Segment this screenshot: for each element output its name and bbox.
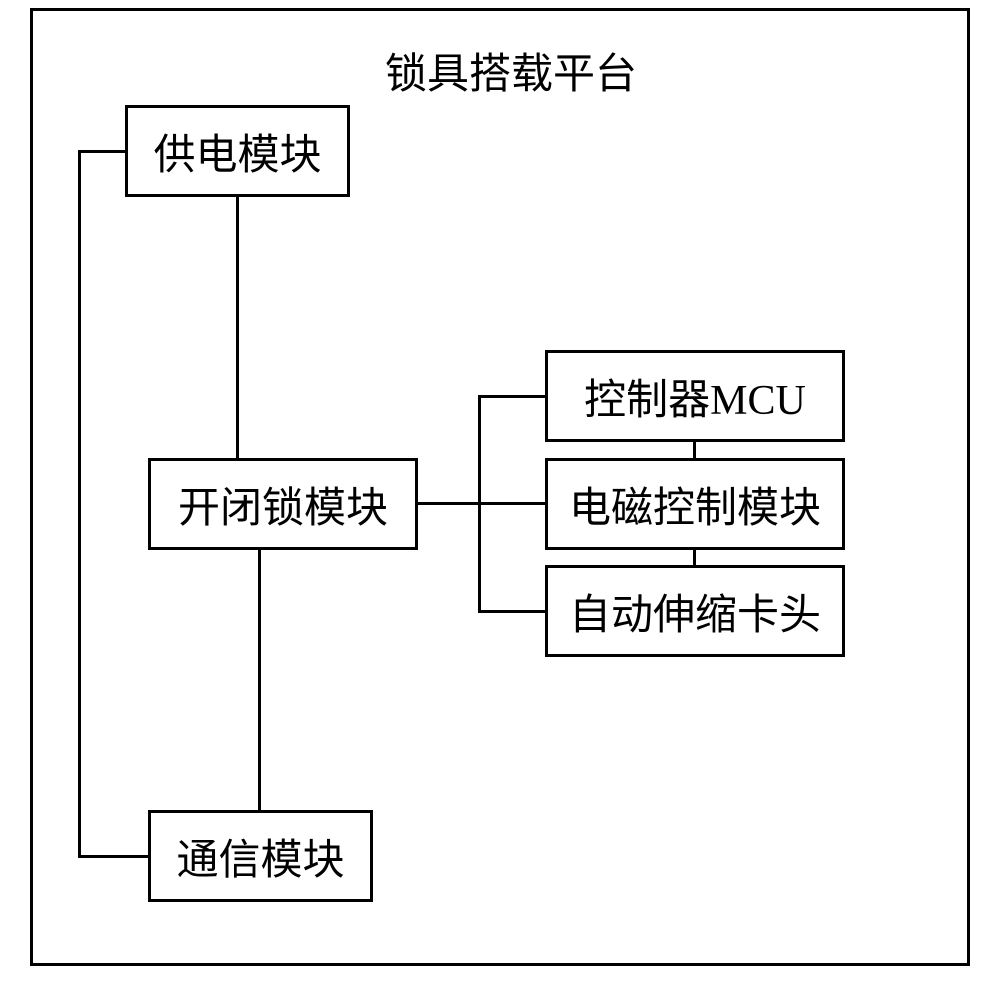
edge-em-chuck	[693, 550, 696, 565]
edge-branch-chuck	[478, 610, 545, 613]
edge-bus-top	[78, 150, 125, 153]
edge-branch-em	[478, 502, 545, 505]
node-label: 控制器MCU	[584, 366, 806, 427]
node-chuck: 自动伸缩卡头	[545, 565, 845, 657]
node-comm: 通信模块	[148, 810, 373, 902]
node-em: 电磁控制模块	[545, 458, 845, 550]
edge-branch-mcu	[478, 395, 545, 398]
edge-lock-stub	[418, 502, 480, 505]
edge-lock-comm	[258, 550, 261, 810]
node-lock: 开闭锁模块	[148, 458, 418, 550]
edge-power-lock	[236, 197, 239, 458]
node-label: 开闭锁模块	[178, 474, 388, 535]
diagram-title: 锁具搭载平台	[385, 40, 637, 101]
edge-mcu-em	[693, 442, 696, 458]
edge-bus-vert	[78, 150, 81, 858]
node-power: 供电模块	[125, 105, 350, 197]
edge-bus-bottom	[78, 855, 148, 858]
node-label: 电磁控制模块	[569, 474, 821, 535]
node-label: 供电模块	[153, 121, 321, 182]
node-label: 通信模块	[176, 826, 344, 887]
node-label: 自动伸缩卡头	[569, 581, 821, 642]
node-mcu: 控制器MCU	[545, 350, 845, 442]
